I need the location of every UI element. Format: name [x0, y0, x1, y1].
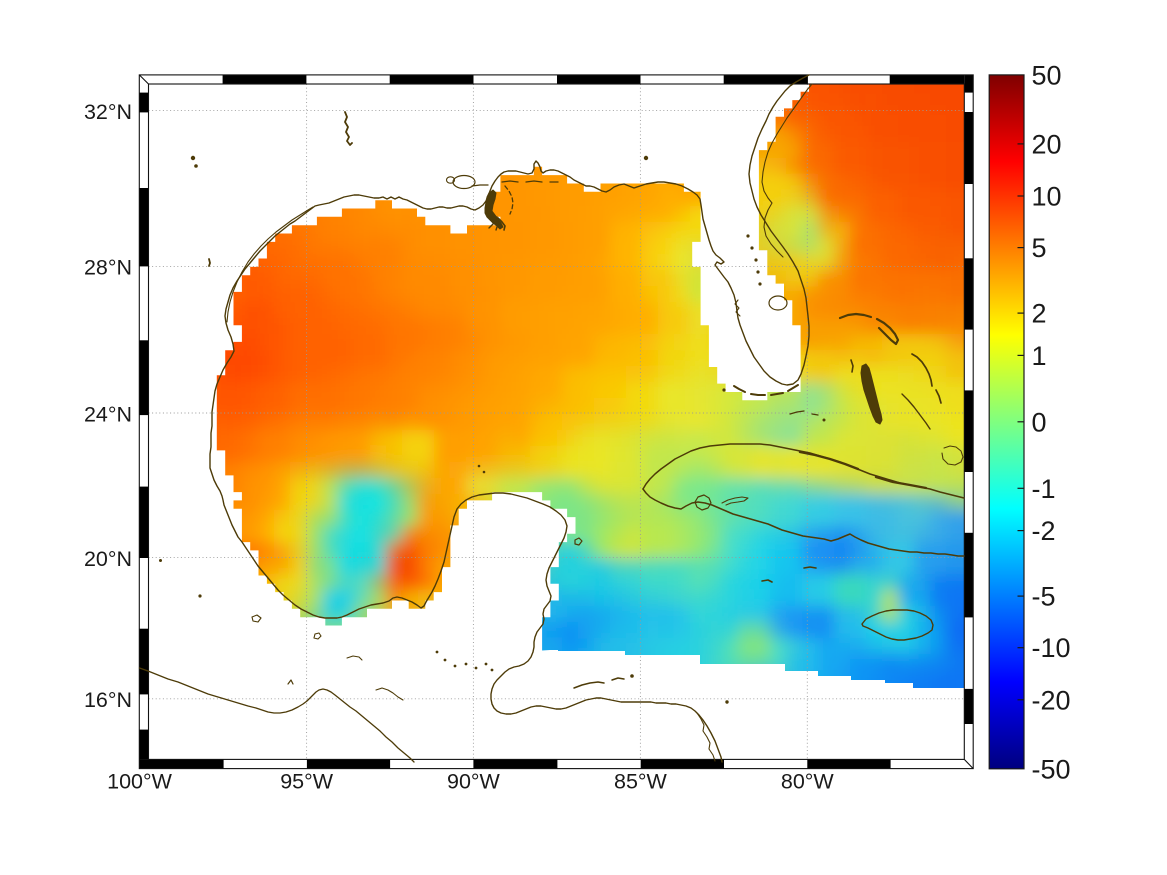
svg-text:1: 1 — [1032, 341, 1047, 371]
svg-text:80°W: 80°W — [781, 770, 835, 794]
svg-text:16°N: 16°N — [84, 688, 132, 712]
svg-text:28°N: 28°N — [84, 256, 132, 280]
svg-text:24°N: 24°N — [84, 402, 132, 426]
svg-text:2: 2 — [1032, 299, 1047, 329]
svg-text:50: 50 — [1032, 60, 1062, 90]
svg-text:90°W: 90°W — [447, 770, 501, 794]
svg-text:20°N: 20°N — [84, 547, 132, 571]
svg-text:0: 0 — [1032, 407, 1047, 437]
svg-text:5: 5 — [1032, 233, 1047, 263]
svg-text:32°N: 32°N — [84, 100, 132, 124]
svg-text:-2: -2 — [1032, 516, 1056, 546]
svg-text:10: 10 — [1032, 182, 1062, 212]
svg-text:85°W: 85°W — [614, 770, 668, 794]
svg-text:20: 20 — [1032, 129, 1062, 159]
svg-text:-5: -5 — [1032, 582, 1056, 612]
svg-text:-10: -10 — [1032, 633, 1071, 663]
svg-text:100°W: 100°W — [107, 770, 172, 794]
svg-text:-20: -20 — [1032, 685, 1071, 715]
svg-text:-50: -50 — [1032, 754, 1071, 784]
svg-text:95°W: 95°W — [280, 770, 334, 794]
svg-text:-1: -1 — [1032, 474, 1056, 504]
